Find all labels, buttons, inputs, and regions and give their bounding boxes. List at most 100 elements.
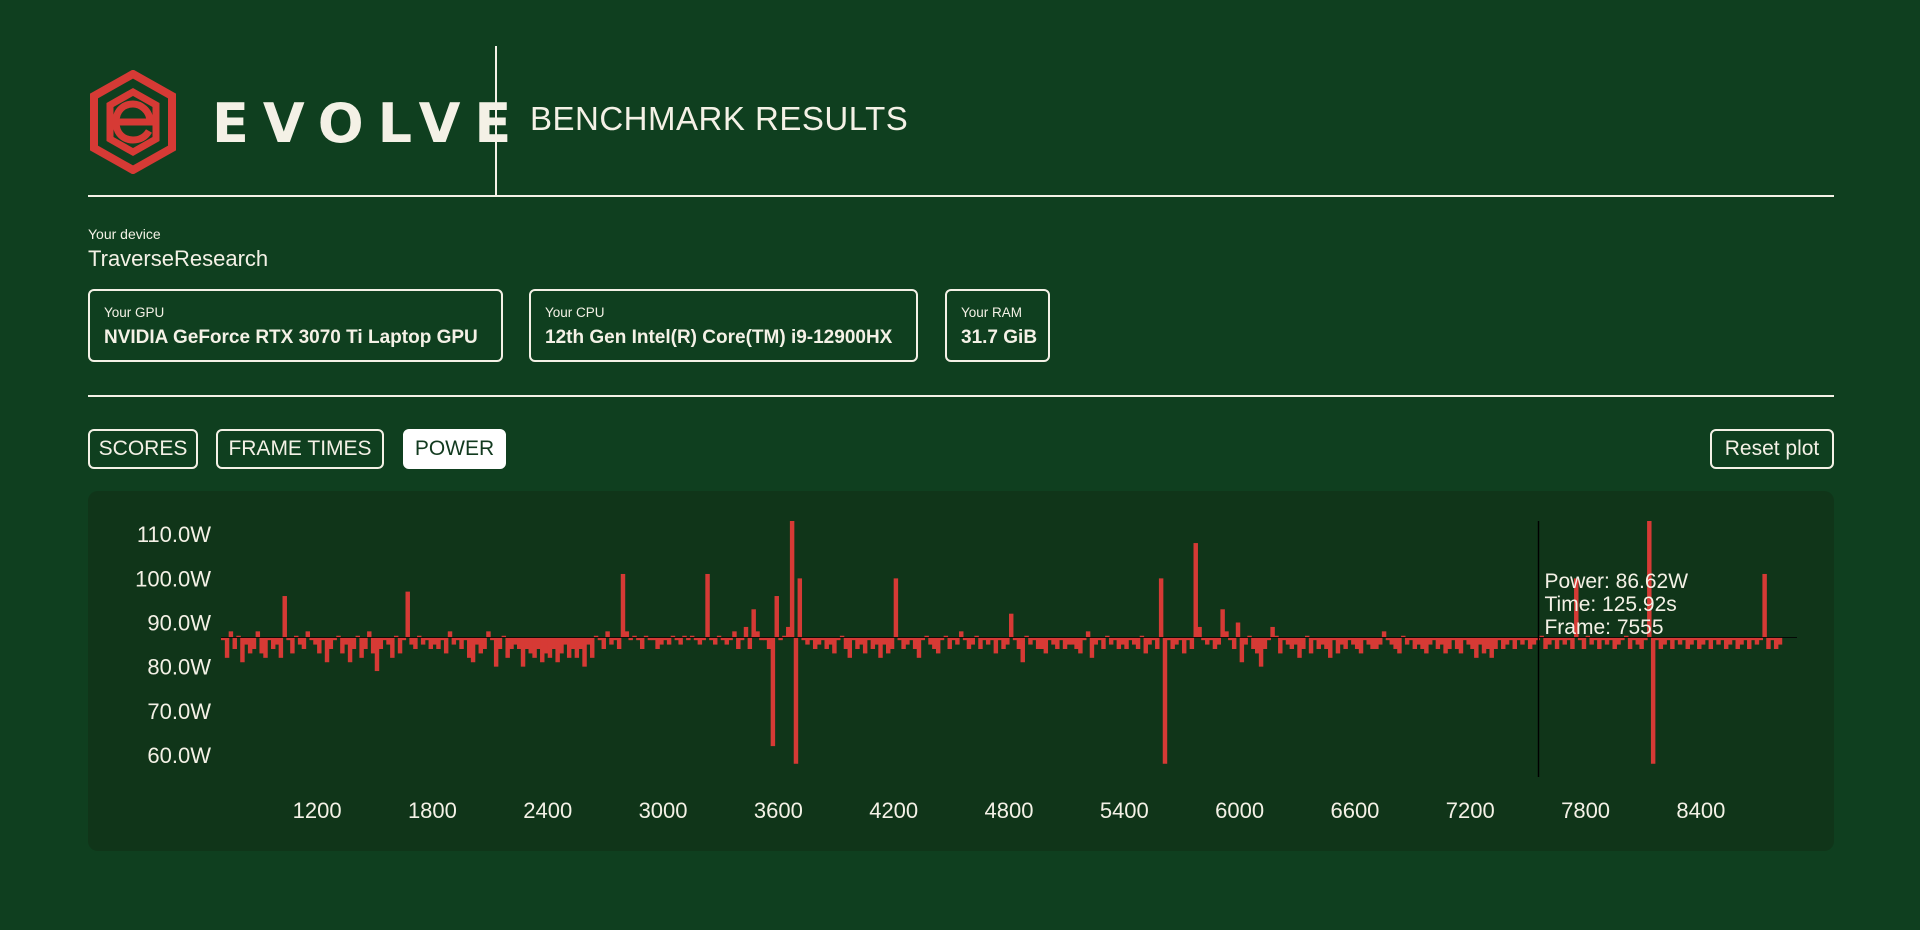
chart-bar [1258,637,1264,667]
chart-bar [1216,637,1222,645]
chart-bar [789,521,795,638]
chart-bar [505,637,510,658]
y-tick-label: 110.0W [137,522,211,547]
chart-bar [820,637,826,641]
chart-bar [1043,637,1049,654]
chart-bar [862,637,868,654]
chart-bar [943,635,949,638]
chart-bar [670,635,676,638]
chart-bar [1331,637,1337,641]
chart-bar [1401,635,1406,638]
chart-bar [451,637,457,645]
chart-bar [1712,637,1717,641]
chart-bar [605,631,610,638]
power-chart[interactable]: Power: 86.62W Time: 125.92s Frame: 7555 110… [88,491,1834,851]
chart-bar [1082,637,1087,641]
chart-bar [997,637,1002,641]
chart-bar [882,637,887,645]
chart-bar [786,626,791,638]
chart-bar [363,637,368,649]
chart-bar [947,637,952,649]
chart-bar [1766,637,1771,649]
chart-bar [428,637,434,649]
chart-bar [1197,626,1202,638]
header: EVOLVE BENCHMARK RESULTS [88,46,1834,196]
chart-bar [1155,637,1160,649]
x-tick-label: 1800 [408,798,457,823]
chart-bar [1085,631,1091,638]
chart-bar [1128,637,1133,641]
y-tick-label: 100.0W [135,566,211,591]
tab-frame-times[interactable]: FRAME TIMES [216,429,384,469]
chart-bar [482,637,487,649]
chart-bar [1151,637,1156,641]
chart-bar [1093,637,1099,645]
chart-bar [1650,637,1656,764]
chart-bar [1235,622,1241,638]
chart-bar [1124,637,1129,649]
chart-bar [1274,635,1279,638]
chart-bar [1370,637,1375,649]
chart-bar [532,637,537,658]
chart-bar [878,637,883,658]
chart-bar [1147,637,1152,645]
chart-bar [1462,637,1468,641]
chart-bar [1205,637,1210,645]
chart-bar [1024,635,1029,638]
chart-bar [351,637,357,649]
chart-bar [1700,637,1706,645]
chart-bar [1255,637,1260,654]
chart-bar [1589,637,1594,645]
chart-bar [1035,637,1041,649]
chart-bar [1285,637,1291,645]
chart-bar [1747,637,1752,649]
chart-bar [1020,637,1025,663]
chart-bar [247,637,253,654]
chart-bar [1070,637,1075,645]
tab-power[interactable]: POWER [403,429,506,469]
chart-bar [1105,635,1110,638]
chart-bar [267,637,272,641]
x-tick-label: 4800 [985,798,1034,823]
chart-bar [1243,637,1248,645]
chart-bar [974,635,979,638]
chart-bar [1132,637,1137,645]
chart-bar [1354,637,1360,649]
chart-bar [263,637,268,658]
chart-bar [713,637,718,645]
chart-bar [513,637,518,645]
chart-bar [1627,637,1633,649]
chart-bar [1723,637,1729,649]
chart-bar [1143,637,1148,654]
chart-bar [1547,637,1552,645]
chart-bar [463,637,468,641]
cpu-value: 12th Gen Intel(R) Core(TM) i9-12900HX [545,327,893,348]
chart-bar [1078,637,1083,654]
chart-bar [1074,637,1079,649]
chart-bar [1477,637,1483,645]
chart-bar [682,635,687,638]
chart-bar [1408,637,1414,641]
chart-bar [636,637,641,641]
chart-bar [367,631,372,638]
chart-bar [374,637,380,672]
device-name: TraverseResearch [88,246,269,271]
reset-plot-button[interactable]: Reset plot [1710,429,1834,469]
chart-bar [1762,573,1767,638]
chart-bar [386,637,391,645]
chart-bar [905,637,910,645]
chart-bar [547,637,553,658]
tab-scores[interactable]: SCORES [88,429,198,469]
chart-bar [1089,637,1095,658]
chart-bar [1677,637,1683,645]
chart-bar [424,637,430,641]
chart-bar [1293,637,1298,645]
chart-bar [736,637,741,649]
chart-bar [397,637,403,654]
x-tick-label: 1200 [293,798,342,823]
chart-bar [1758,637,1764,641]
chart-bar [470,637,476,663]
chart-bar [1720,637,1725,641]
chart-bar [889,637,895,649]
